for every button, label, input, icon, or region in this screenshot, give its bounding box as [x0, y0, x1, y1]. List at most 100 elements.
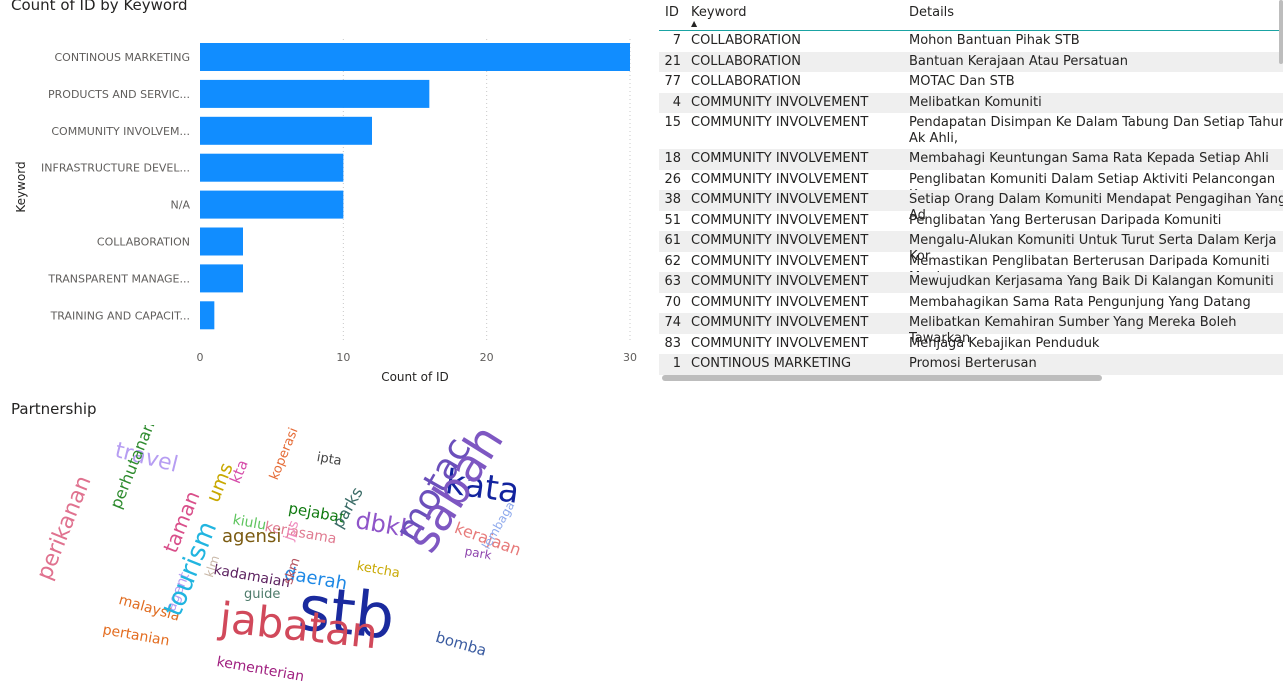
- table-row[interactable]: 15 COMMUNITY INVOLVEMENT Pendapatan Disimp…: [659, 113, 1283, 149]
- word-agensi[interactable]: agensi: [222, 526, 282, 547]
- details-table[interactable]: ID Keyword ▲ Details 7 COLLABORATION Mohon…: [659, 0, 1283, 384]
- table-row[interactable]: 4 COMMUNITY INVOLVEMENT Melibatkan Komunit…: [659, 92, 1283, 113]
- cell-keyword: COMMUNITY INVOLVEMENT: [691, 192, 869, 207]
- sort-ascending-icon: ▲: [691, 19, 698, 28]
- cell-details: Promosi Berterusan: [909, 356, 1037, 371]
- word-kta[interactable]: kta: [226, 457, 252, 486]
- category-label: TRANSPARENT MANAGE...: [47, 272, 190, 285]
- word-guide[interactable]: guide: [244, 587, 281, 602]
- cell-id: 61: [664, 233, 681, 248]
- word-koperasi[interactable]: koperasi: [267, 425, 302, 483]
- bar-chart-title: Count of ID by Keyword: [11, 0, 188, 14]
- table-row[interactable]: 63 COMMUNITY INVOLVEMENT Mewujudkan Kerjas…: [659, 272, 1283, 293]
- category-label: COMMUNITY INVOLVEM...: [51, 125, 190, 138]
- table-row[interactable]: 18 COMMUNITY INVOLVEMENT Membahagi Keuntun…: [659, 149, 1283, 170]
- category-label: TRAINING AND CAPACIT...: [50, 309, 190, 322]
- table-row[interactable]: 26 COMMUNITY INVOLVEMENT Penglibatan Komun…: [659, 170, 1283, 203]
- table-row[interactable]: 61 COMMUNITY INVOLVEMENT Mengalu-Alukan Ko…: [659, 231, 1283, 264]
- cell-id: 1: [672, 356, 681, 371]
- word-ipta[interactable]: ipta: [315, 450, 343, 470]
- cell-details: MOTAC Dan STB: [909, 74, 1015, 89]
- category-label: PRODUCTS AND SERVIC...: [48, 88, 190, 101]
- header-details[interactable]: Details: [909, 5, 955, 20]
- cell-keyword: COMMUNITY INVOLVEMENT: [691, 212, 869, 228]
- wordcloud[interactable]: travel ipta kata perhutanan ums kta koperasi pe…: [0, 425, 640, 695]
- cell-keyword: COMMUNITY INVOLVEMENT: [691, 294, 869, 310]
- cell-id: 4: [672, 94, 681, 110]
- category-label: COLLABORATION: [97, 236, 190, 249]
- cell-details: Membahagikan Sama Rata Pengunjung Yang D…: [909, 294, 1251, 310]
- vertical-scrollbar[interactable]: [1279, 0, 1283, 64]
- x-axis-title: Count of ID: [381, 370, 449, 384]
- cell-keyword: COMMUNITY INVOLVEMENT: [691, 274, 869, 289]
- word-kementerian[interactable]: kementerian: [215, 654, 306, 686]
- cell-details: Melibatkan Komuniti: [909, 94, 1042, 110]
- bar[interactable]: [200, 301, 215, 330]
- cell-keyword: COMMUNITY INVOLVEMENT: [691, 315, 869, 330]
- cell-id: 18: [664, 151, 681, 166]
- word-bomba[interactable]: bomba: [433, 628, 489, 660]
- header-keyword[interactable]: Keyword: [691, 5, 747, 20]
- table-row[interactable]: 21 COLLABORATION Bantuan Kerajaan Atau Per…: [659, 51, 1283, 72]
- cell-details: Pendapatan Disimpan Ke Dalam Tabung Dan …: [909, 115, 1283, 146]
- header-id[interactable]: ID: [665, 5, 679, 20]
- cell-keyword: COMMUNITY INVOLVEMENT: [691, 171, 869, 187]
- cell-details: Mewujudkan Kerjasama Yang Baik Di Kalang…: [909, 274, 1274, 289]
- cell-id: 51: [664, 212, 681, 228]
- table-row[interactable]: 83 COMMUNITY INVOLVEMENT Menjaga Kebajikan…: [659, 334, 1283, 355]
- cell-id: 77: [664, 74, 681, 89]
- cell-keyword: COLLABORATION: [691, 53, 802, 69]
- bar[interactable]: [200, 227, 243, 256]
- table-row[interactable]: 38 COMMUNITY INVOLVEMENT Setiap Orang Dala…: [659, 190, 1283, 223]
- cell-details: Melibatkan Kemahiran Sumber Yang Mereka …: [909, 315, 1237, 346]
- cell-id: 63: [664, 274, 681, 289]
- bar[interactable]: [200, 116, 372, 145]
- category-label: INFRASTRUCTURE DEVEL...: [41, 162, 190, 175]
- cell-keyword: COLLABORATION: [691, 33, 802, 48]
- x-tick-label: 20: [480, 351, 494, 364]
- cell-id: 74: [664, 315, 681, 330]
- cell-keyword: CONTINOUS MARKETING: [691, 356, 852, 371]
- cell-keyword: COMMUNITY INVOLVEMENT: [691, 233, 869, 248]
- table-row[interactable]: 1 CONTINOUS MARKETING Promosi Berterusan: [659, 354, 1283, 375]
- cell-id: 83: [664, 335, 681, 351]
- cell-id: 15: [664, 115, 681, 130]
- x-tick-label: 0: [197, 351, 204, 364]
- cell-id: 26: [664, 171, 681, 187]
- table-row[interactable]: 51 COMMUNITY INVOLVEMENT Penglibatan Yang …: [659, 211, 1283, 232]
- category-label: CONTINOUS MARKETING: [55, 51, 191, 64]
- table-row[interactable]: 62 COMMUNITY INVOLVEMENT Memastikan Pengli…: [659, 252, 1283, 285]
- category-label: N/A: [171, 199, 191, 212]
- bar-chart[interactable]: 0 10 20 30 CONTINOUS MARKETING PRODUCTS AND S…: [0, 0, 650, 395]
- cell-details: Bantuan Kerajaan Atau Persatuan: [909, 53, 1129, 69]
- word-pertanian[interactable]: pertanian: [101, 622, 171, 650]
- wordcloud-title: Partnership: [11, 400, 97, 418]
- cell-details: Menjaga Kebajikan Penduduk: [909, 335, 1100, 351]
- horizontal-scrollbar[interactable]: [662, 375, 1102, 381]
- cell-id: 70: [664, 294, 681, 310]
- bar[interactable]: [200, 190, 344, 219]
- cell-details: Membahagi Keuntungan Sama Rata Kepada Se…: [909, 151, 1269, 166]
- cell-details: Penglibatan Yang Berterusan Daripada Kom…: [909, 212, 1222, 228]
- bar[interactable]: [200, 79, 430, 108]
- cell-id: 62: [664, 253, 681, 269]
- cell-keyword: COMMUNITY INVOLVEMENT: [691, 151, 869, 166]
- table-row[interactable]: 74 COMMUNITY INVOLVEMENT Melibatkan Kemahi…: [659, 313, 1283, 346]
- x-tick-label: 30: [623, 351, 637, 364]
- cell-details: Mengalu-Alukan Komuniti Untuk Turut Sert…: [909, 233, 1277, 264]
- cell-keyword: COMMUNITY INVOLVEMENT: [691, 335, 869, 351]
- word-perikanan[interactable]: perikanan: [32, 472, 97, 584]
- bar[interactable]: [200, 264, 243, 293]
- x-tick-label: 10: [336, 351, 350, 364]
- cell-keyword: COMMUNITY INVOLVEMENT: [691, 94, 869, 110]
- cell-keyword: COMMUNITY INVOLVEMENT: [691, 115, 869, 130]
- cell-keyword: COLLABORATION: [691, 74, 802, 89]
- table-row[interactable]: 70 COMMUNITY INVOLVEMENT Membahagikan Sama…: [659, 293, 1283, 314]
- bar[interactable]: [200, 43, 630, 71]
- cell-details: Setiap Orang Dalam Komuniti Mendapat Pen…: [909, 192, 1283, 223]
- table-row[interactable]: 7 COLLABORATION Mohon Bantuan Pihak STB: [659, 31, 1283, 52]
- bar[interactable]: [200, 153, 344, 182]
- cell-id: 21: [664, 53, 681, 69]
- table-row[interactable]: 77 COLLABORATION MOTAC Dan STB: [659, 72, 1283, 93]
- table-header: ID Keyword ▲ Details: [659, 0, 1283, 31]
